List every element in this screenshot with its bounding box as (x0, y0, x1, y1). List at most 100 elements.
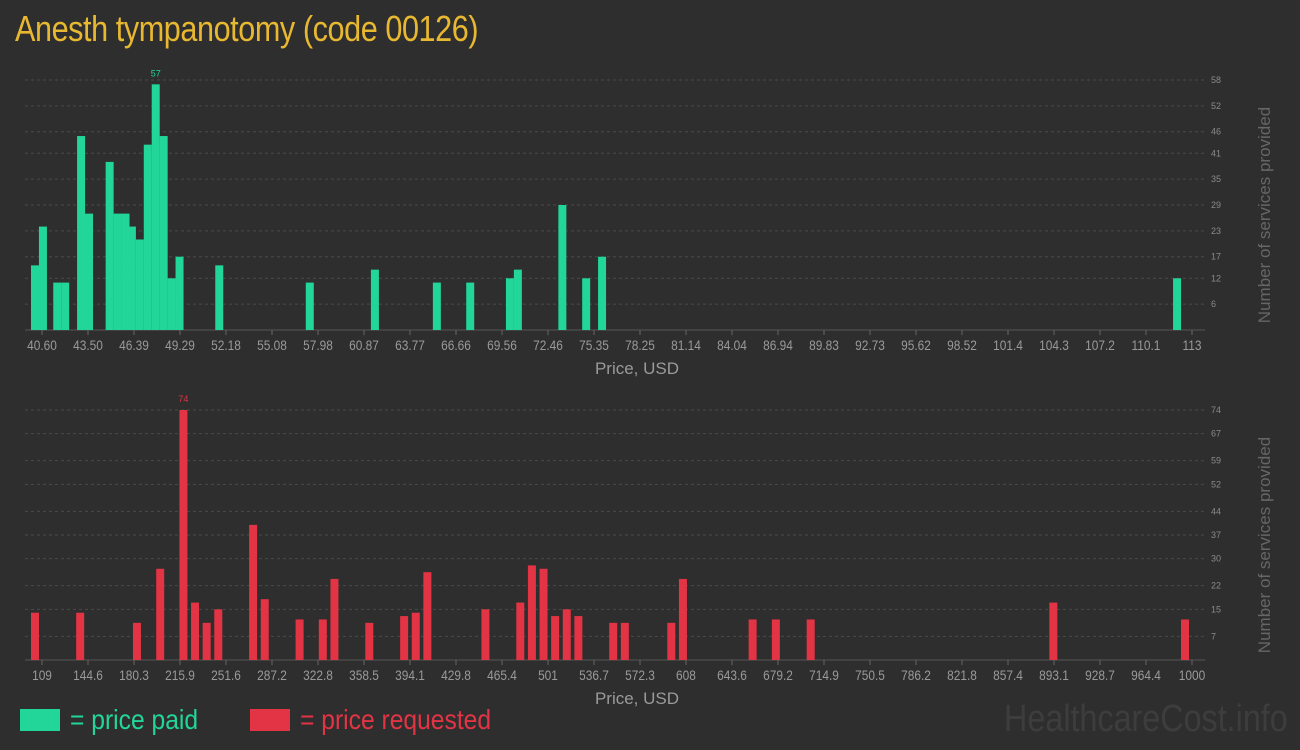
paid-max-label: 57 (151, 68, 161, 78)
paid-xtick-label: 69.56 (487, 337, 517, 353)
paid-ytick-label: 23 (1211, 226, 1221, 236)
requested-ytick-label: 30 (1211, 554, 1221, 564)
paid-bar (167, 278, 176, 330)
paid-ytick-label: 52 (1211, 101, 1221, 111)
requested-bar (423, 572, 432, 660)
requested-xtick-label: 608 (676, 667, 696, 683)
paid-bar (121, 213, 130, 330)
requested-xtick-label: 928.7 (1085, 667, 1115, 683)
requested-bar (527, 565, 536, 660)
requested-bar (771, 619, 780, 660)
requested-bar (551, 616, 560, 660)
price-requested-chart-svg: 7 15 22 30 37 44 52 59 67 74 109 144.6 180.3 215.9 251… (25, 394, 1274, 708)
requested-ytick-label: 7 (1211, 631, 1216, 641)
paid-bar (1173, 278, 1182, 330)
requested-ytick-label: 22 (1211, 581, 1221, 591)
requested-xtick-label: 251.6 (211, 667, 241, 683)
requested-xtick-label: 893.1 (1039, 667, 1069, 683)
requested-bar (411, 612, 420, 660)
requested-ytick-label: 37 (1211, 530, 1221, 540)
paid-xtick-label: 81.14 (671, 337, 701, 353)
requested-bar (191, 602, 200, 660)
paid-ytick-label: 58 (1211, 75, 1221, 85)
paid-bar (598, 256, 607, 330)
paid-x-axis-label: Price, USD (595, 359, 679, 378)
paid-bar (582, 278, 591, 330)
paid-ytick-label: 41 (1211, 148, 1221, 158)
requested-bar (295, 619, 304, 660)
legend-label-paid: = price paid (70, 704, 199, 735)
requested-bar (318, 619, 327, 660)
requested-bar (249, 524, 258, 660)
paid-bar (127, 226, 136, 330)
paid-xtick-label: 75.35 (579, 337, 609, 353)
paid-ytick-label: 17 (1211, 252, 1221, 262)
paid-bar (31, 265, 39, 330)
requested-ytick-label: 44 (1211, 506, 1221, 516)
watermark: HealthcareCost.info (1004, 698, 1288, 740)
requested-bar (1049, 602, 1058, 660)
price-paid-chart: 6 12 17 23 29 35 41 46 52 58 40.60 43.50 46.39 49.29 5… (0, 60, 1300, 380)
paid-bar (85, 213, 94, 330)
paid-bar (215, 265, 224, 330)
legend-swatch-paid (20, 709, 60, 731)
requested-xtick-label: 536.7 (579, 667, 609, 683)
requested-bar (609, 622, 618, 660)
paid-xtick-label: 84.04 (717, 337, 747, 353)
paid-xtick-label: 60.87 (349, 337, 379, 353)
paid-bar (77, 136, 86, 330)
paid-bar (466, 282, 475, 330)
paid-xtick-label: 78.25 (625, 337, 655, 353)
paid-bar (61, 282, 70, 330)
paid-bar (305, 282, 314, 330)
paid-bar (105, 161, 114, 330)
requested-xtick-label: 429.8 (441, 667, 471, 683)
paid-xtick-label: 72.46 (533, 337, 563, 353)
requested-bar (132, 622, 141, 660)
requested-bar (574, 616, 583, 660)
requested-xtick-label: 1000 (1179, 667, 1205, 683)
requested-bar (260, 599, 269, 660)
requested-bar (156, 568, 165, 660)
paid-bar (135, 239, 144, 330)
paid-xtick-label: 46.39 (119, 337, 149, 353)
requested-xtick-label: 180.3 (119, 667, 149, 683)
paid-xtick-label: 55.08 (257, 337, 287, 353)
paid-y-axis-label: Number of services provided (1255, 107, 1274, 323)
requested-xtick-label: 714.9 (809, 667, 839, 683)
paid-xtick-label: 57.98 (303, 337, 333, 353)
requested-ytick-label: 59 (1211, 456, 1221, 466)
requested-bar (365, 622, 374, 660)
paid-xtick-label: 86.94 (763, 337, 793, 353)
paid-xtick-label: 95.62 (901, 337, 931, 353)
requested-xtick-label: 572.3 (625, 667, 655, 683)
paid-xtick-label: 98.52 (947, 337, 977, 353)
requested-max-label: 74 (178, 394, 188, 404)
requested-xtick-label: 322.8 (303, 667, 333, 683)
requested-bar (31, 612, 39, 660)
requested-bar (678, 578, 687, 660)
requested-xtick-label: 679.2 (763, 667, 793, 683)
paid-bar (505, 278, 514, 330)
requested-bar (330, 578, 339, 660)
requested-bar (179, 410, 188, 660)
paid-xtick-label: 43.50 (73, 337, 103, 353)
requested-xtick-label: 109 (32, 667, 52, 683)
requested-xtick-label: 786.2 (901, 667, 931, 683)
paid-ytick-label: 46 (1211, 127, 1221, 137)
requested-xtick-label: 857.4 (993, 667, 1023, 683)
paid-ytick-label: 29 (1211, 200, 1221, 210)
legend-label-requested: = price requested (300, 704, 492, 735)
requested-bar (562, 609, 571, 660)
paid-bar (53, 282, 62, 330)
requested-bar (400, 616, 409, 660)
requested-xtick-label: 750.5 (855, 667, 885, 683)
requested-bar (667, 622, 676, 660)
paid-bar (175, 256, 184, 330)
paid-bar (113, 213, 122, 330)
requested-bar (214, 609, 223, 660)
paid-bar (432, 282, 441, 330)
requested-xtick-label: 287.2 (257, 667, 287, 683)
paid-ytick-label: 35 (1211, 174, 1221, 184)
requested-xtick-label: 144.6 (73, 667, 103, 683)
